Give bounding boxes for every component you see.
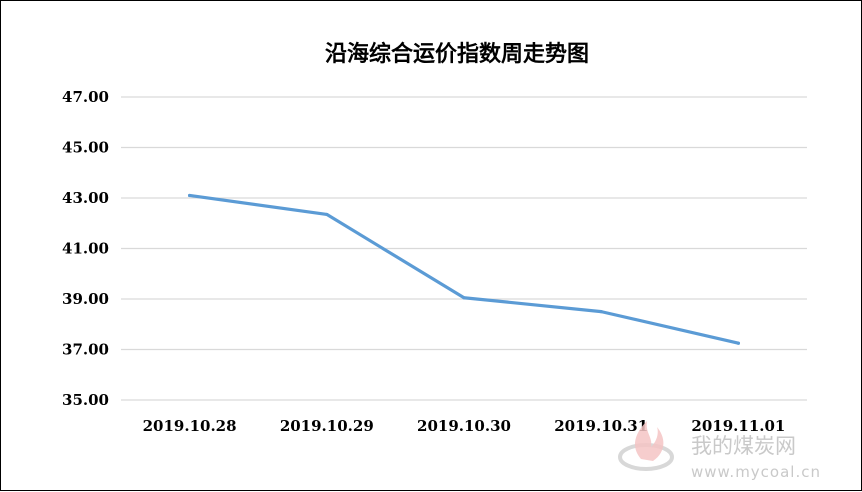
y-tick-label: 35.00	[62, 391, 109, 409]
x-tick-label: 2019.10.29	[280, 417, 374, 435]
series-line	[188, 193, 741, 345]
watermark-url: www.mycoal.cn	[691, 463, 821, 481]
x-tick-label: 2019.10.28	[143, 417, 237, 435]
x-tick-label: 2019.11.01	[691, 417, 785, 435]
y-tick-label: 47.00	[62, 88, 109, 106]
y-tick-label: 39.00	[62, 290, 109, 308]
data-point	[188, 193, 192, 198]
x-tick-label: 2019.10.31	[554, 417, 648, 435]
data-point	[462, 296, 466, 300]
chart-title: 沿海综合运价指数周走势图	[325, 41, 589, 67]
data-point	[736, 341, 741, 345]
grid-lines	[121, 96, 807, 401]
y-tick-label: 37.00	[62, 341, 109, 359]
x-tick-label: 2019.10.30	[417, 417, 511, 435]
data-point	[325, 212, 329, 217]
y-tick-label: 41.00	[62, 240, 109, 258]
x-axis-tick-labels: 2019.10.28 2019.10.29 2019.10.30 2019.10.31…	[143, 417, 786, 435]
series-layer	[188, 193, 741, 345]
flame-logo-icon	[618, 421, 674, 471]
watermark: 我的煤炭网 www.mycoal.cn	[618, 421, 821, 481]
watermark-name: 我的煤炭网	[691, 434, 796, 458]
y-tick-label: 45.00	[62, 139, 109, 157]
data-point	[599, 310, 603, 314]
y-tick-label: 43.00	[62, 189, 109, 207]
y-axis-tick-labels: 35.00 37.00 39.00 41.00 43.00 45.00 47.00	[62, 88, 109, 409]
